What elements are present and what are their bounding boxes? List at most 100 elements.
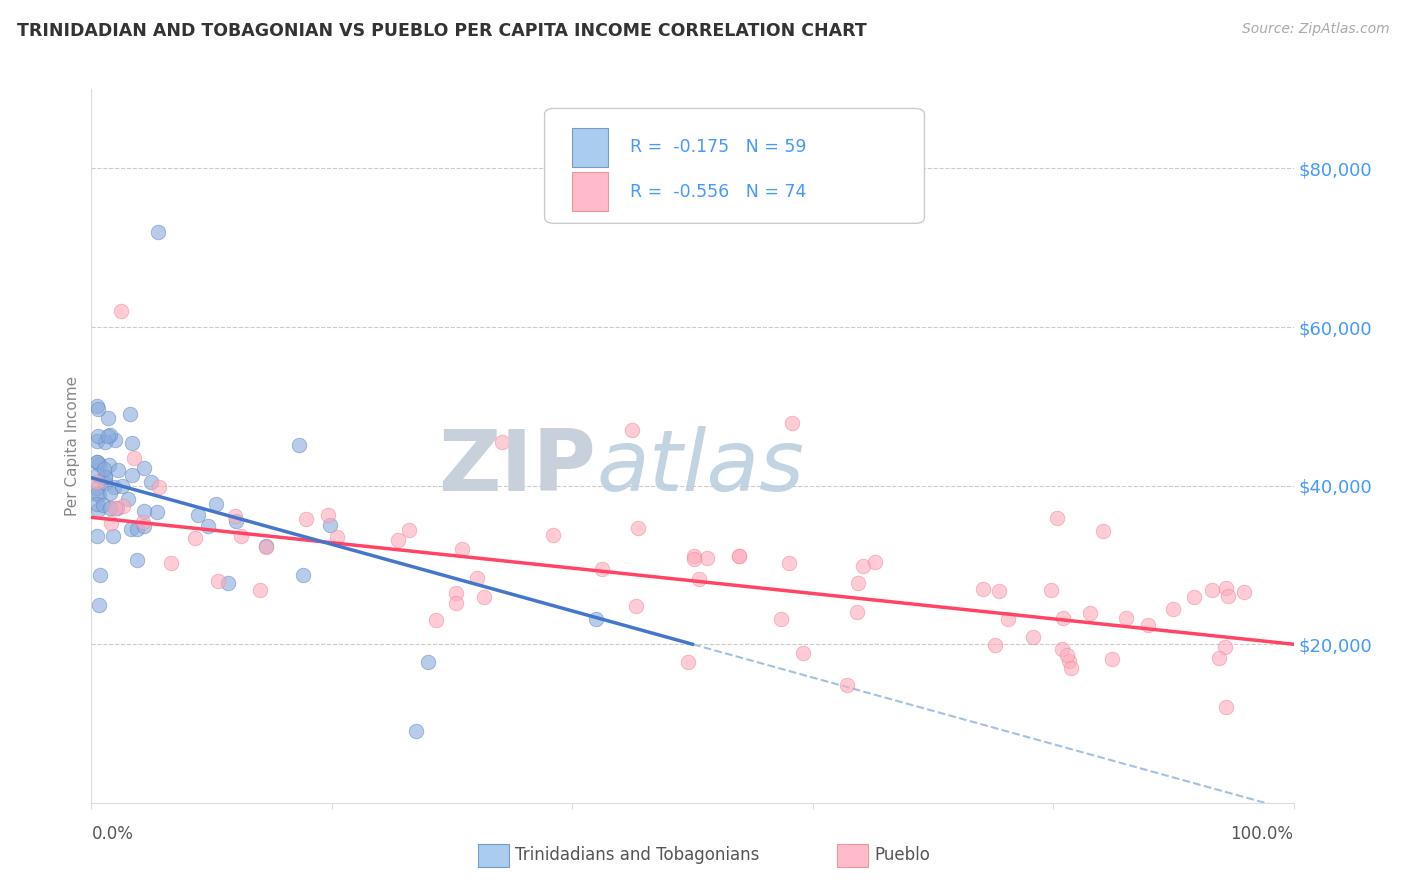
Point (100, 516, 122, 530)
Point (121, 435, 143, 450)
Point (121, 467, 143, 482)
Text: 100.0%: 100.0% (1230, 825, 1294, 843)
Point (141, 475, 163, 489)
Point (1233, 584, 1256, 599)
Point (683, 549, 706, 563)
Point (319, 517, 342, 532)
Point (98, 486, 121, 500)
Point (1216, 589, 1239, 603)
Point (988, 583, 1011, 598)
Point (111, 479, 134, 493)
Y-axis label: Per Capita Income: Per Capita Income (65, 376, 80, 516)
Point (541, 528, 564, 542)
Point (125, 522, 148, 536)
Text: Source: ZipAtlas.com: Source: ZipAtlas.com (1241, 22, 1389, 37)
Point (288, 438, 311, 452)
Point (318, 508, 340, 522)
Point (93, 435, 115, 450)
Point (148, 480, 170, 494)
Point (94, 470, 117, 484)
Point (86, 399, 108, 413)
Point (254, 539, 277, 553)
Point (86, 486, 108, 500)
Point (1215, 700, 1237, 714)
Point (86, 481, 108, 495)
Point (86, 529, 108, 543)
Point (683, 552, 706, 566)
Point (86, 467, 108, 482)
Point (146, 225, 169, 239)
Bar (572, 128, 609, 167)
Point (103, 480, 125, 494)
Point (89, 567, 111, 582)
Point (207, 574, 229, 588)
Point (86, 434, 108, 448)
Point (1208, 650, 1230, 665)
Point (450, 541, 472, 556)
Point (224, 508, 246, 523)
Point (1052, 611, 1074, 625)
Point (86, 475, 108, 489)
Point (1046, 511, 1069, 525)
Point (187, 508, 209, 522)
Point (846, 575, 869, 590)
Point (132, 515, 155, 529)
Text: atlas: atlas (596, 425, 804, 509)
Point (86, 455, 108, 469)
Point (696, 550, 718, 565)
Point (405, 724, 427, 739)
Point (727, 549, 749, 563)
Point (217, 575, 239, 590)
Point (621, 423, 644, 437)
Point (91, 498, 114, 512)
Point (134, 518, 156, 533)
Point (416, 655, 439, 669)
Point (98, 458, 121, 473)
Point (94, 476, 117, 491)
Point (231, 529, 253, 543)
Point (111, 499, 134, 513)
Point (1060, 661, 1083, 675)
Point (89, 457, 111, 471)
Point (249, 582, 271, 597)
Point (778, 557, 800, 571)
Point (852, 558, 875, 573)
Point (1215, 640, 1237, 655)
Point (688, 572, 710, 586)
Point (100, 428, 122, 442)
Point (845, 605, 868, 619)
Point (107, 462, 129, 476)
Point (491, 435, 513, 450)
Text: R =  -0.175   N = 59: R = -0.175 N = 59 (630, 138, 807, 156)
Point (205, 497, 228, 511)
Point (728, 549, 751, 563)
Point (97, 410, 120, 425)
Point (89, 487, 111, 501)
Point (254, 541, 277, 555)
Point (94, 470, 117, 484)
Point (104, 500, 127, 515)
Point (117, 492, 139, 507)
Point (997, 612, 1019, 626)
Point (87, 402, 110, 417)
Point (294, 512, 316, 526)
Point (86, 497, 108, 511)
Text: ZIP: ZIP (439, 425, 596, 509)
Point (160, 556, 183, 570)
Point (292, 567, 315, 582)
Point (769, 611, 792, 625)
Point (972, 582, 994, 596)
Point (104, 433, 127, 447)
Point (1092, 524, 1115, 538)
Point (96, 429, 118, 443)
Point (1039, 583, 1062, 598)
Point (1161, 602, 1184, 616)
Point (984, 638, 1007, 652)
Point (105, 500, 128, 515)
Point (1115, 611, 1137, 625)
Point (865, 555, 887, 569)
Point (444, 596, 467, 610)
Point (120, 522, 142, 536)
Text: Trinidadians and Tobagonians: Trinidadians and Tobagonians (515, 846, 759, 863)
Point (1022, 631, 1045, 645)
